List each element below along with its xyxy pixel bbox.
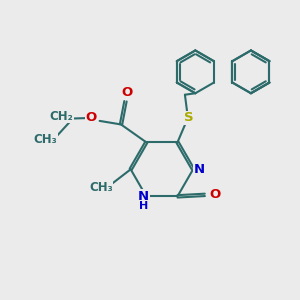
Text: CH₃: CH₃ bbox=[33, 134, 57, 146]
Text: O: O bbox=[210, 188, 221, 201]
Text: CH₂: CH₂ bbox=[50, 110, 74, 123]
Text: S: S bbox=[184, 111, 193, 124]
Text: N: N bbox=[138, 190, 149, 203]
Text: N: N bbox=[194, 163, 205, 176]
Text: CH₃: CH₃ bbox=[89, 181, 113, 194]
Text: O: O bbox=[121, 86, 133, 100]
Text: O: O bbox=[86, 111, 97, 124]
Text: H: H bbox=[139, 201, 148, 211]
